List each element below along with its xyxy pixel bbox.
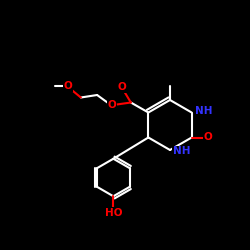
Text: O: O (118, 82, 126, 92)
Text: O: O (108, 100, 116, 110)
Text: O: O (203, 132, 212, 142)
Text: NH: NH (173, 146, 190, 156)
Text: O: O (64, 81, 73, 91)
Text: HO: HO (104, 208, 122, 218)
Text: NH: NH (195, 106, 212, 116)
